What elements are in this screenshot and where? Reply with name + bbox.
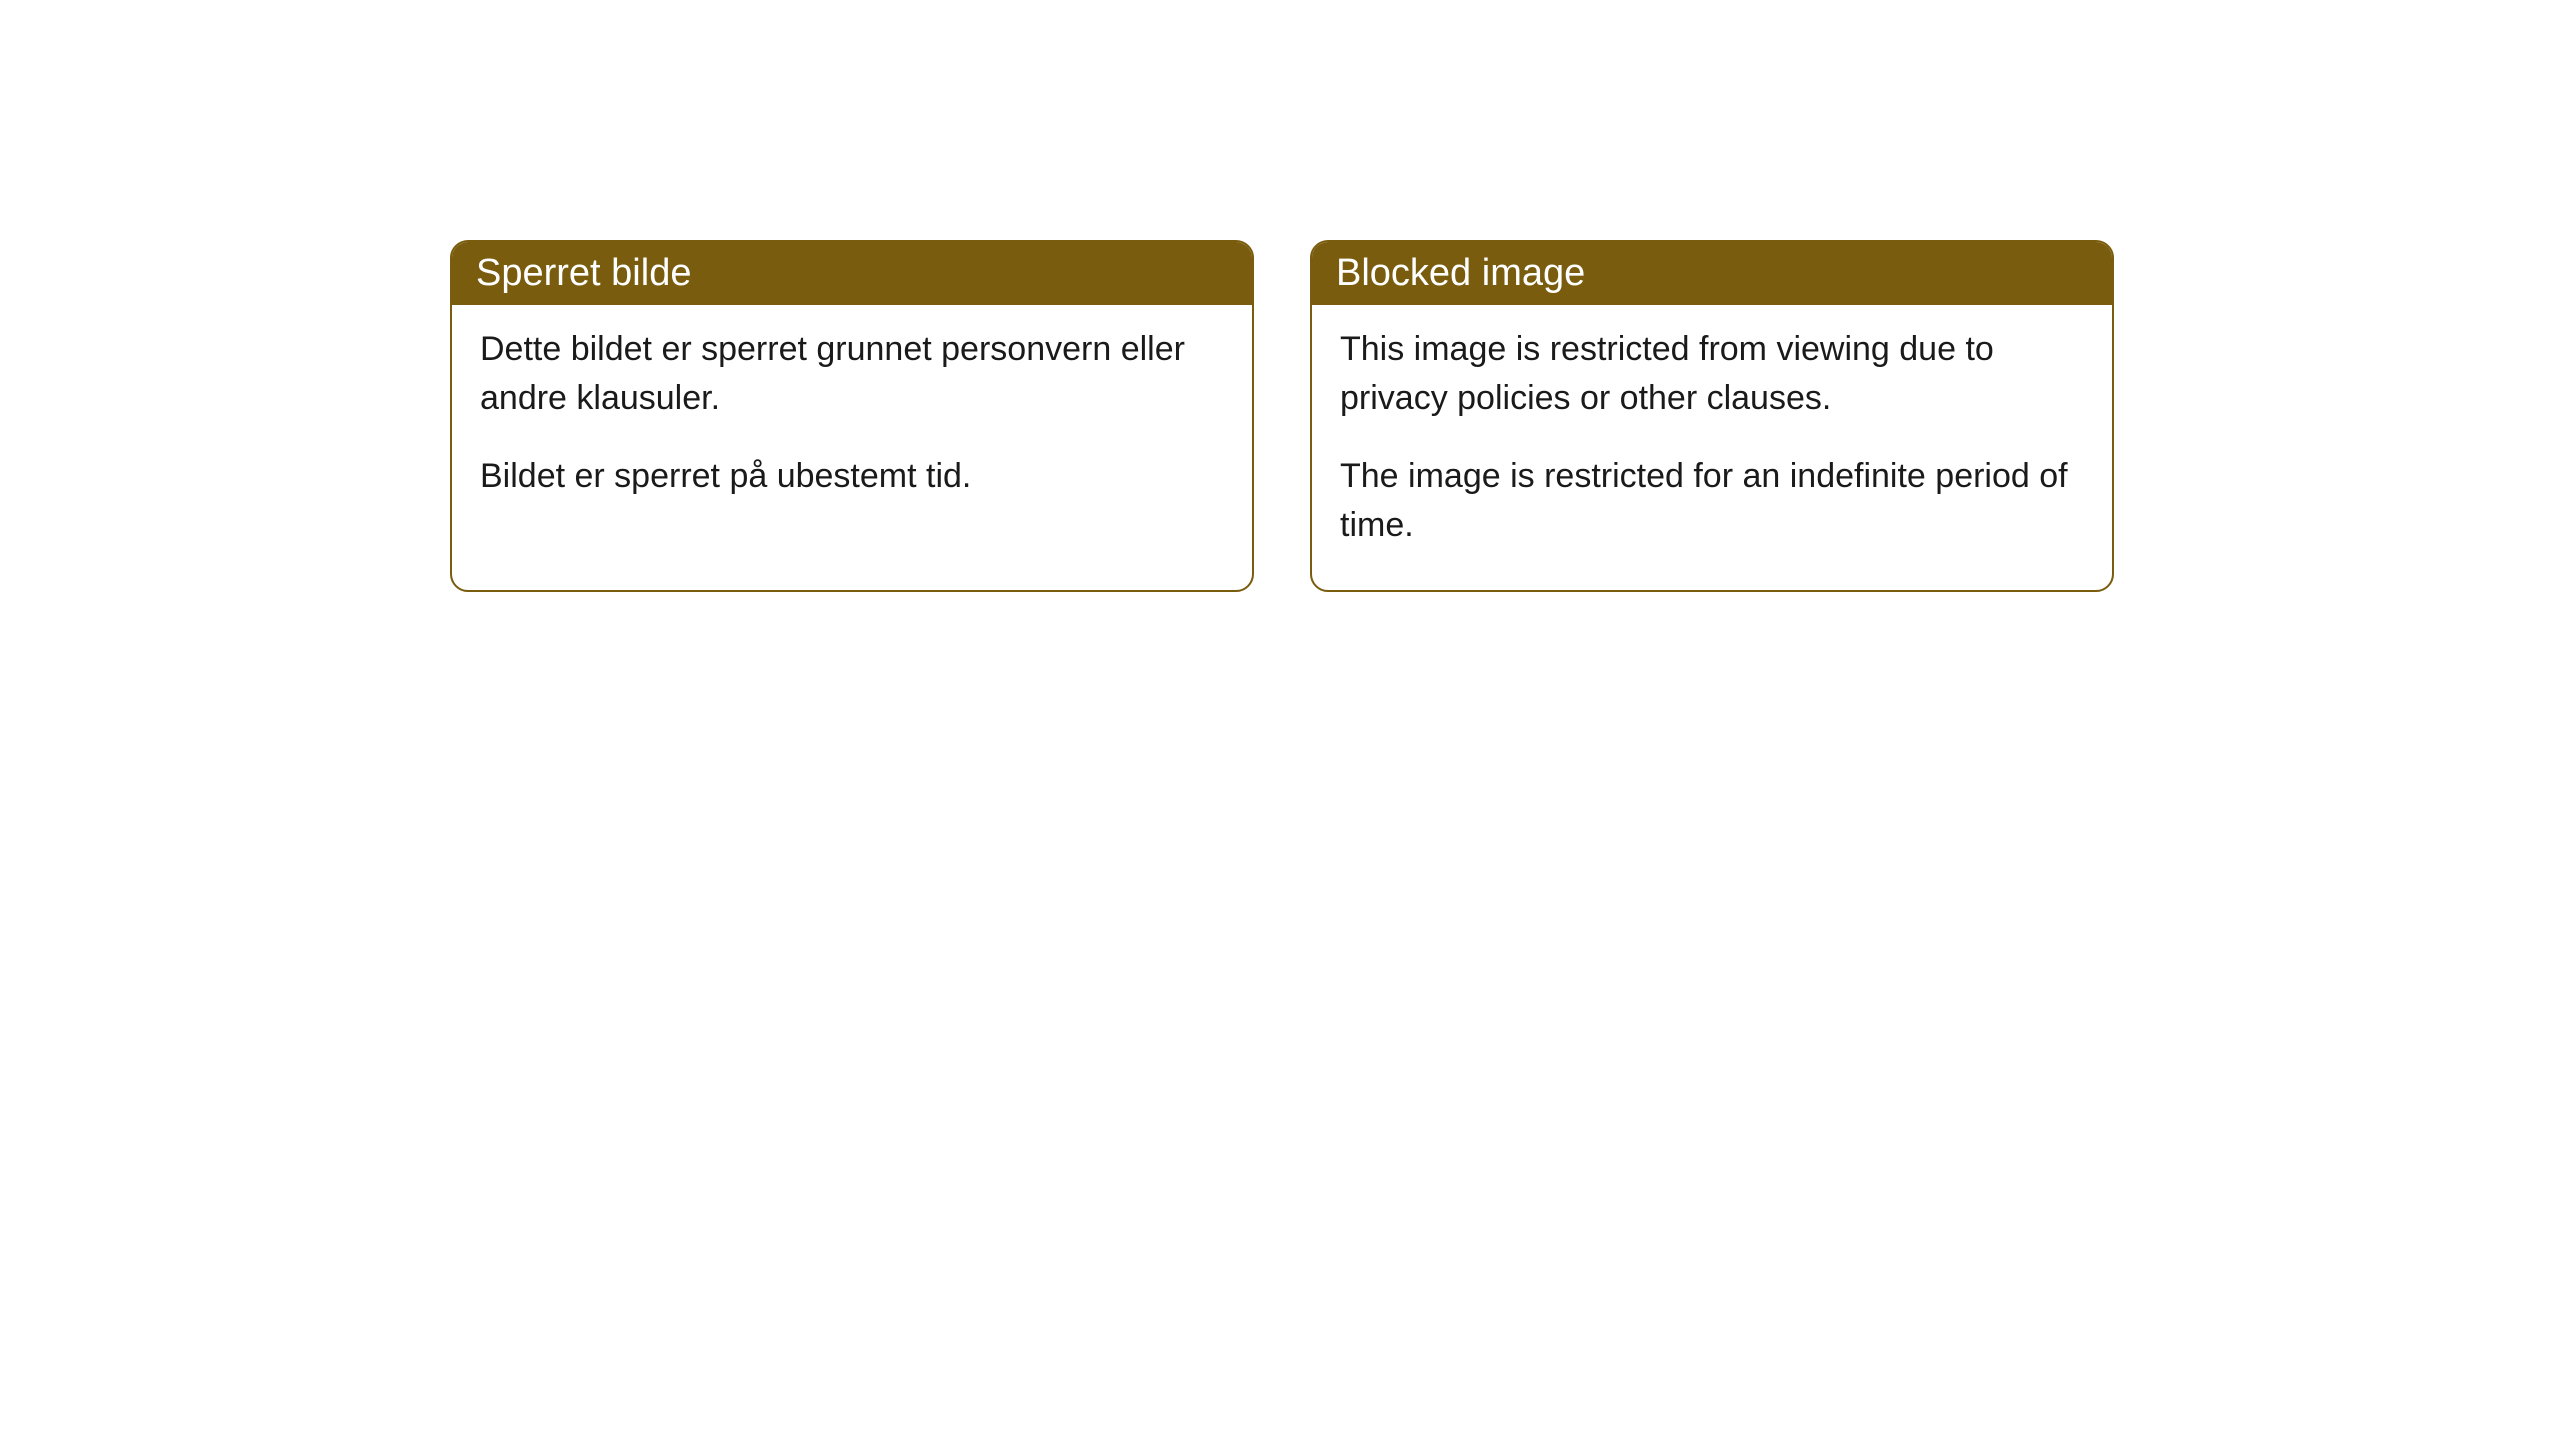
card-paragraph-1: Dette bildet er sperret grunnet personve… bbox=[480, 325, 1224, 424]
card-header-english: Blocked image bbox=[1312, 242, 2112, 305]
card-body-english: This image is restricted from viewing du… bbox=[1312, 305, 2112, 590]
card-title: Sperret bilde bbox=[476, 252, 691, 294]
card-paragraph-2: Bildet er sperret på ubestemt tid. bbox=[480, 452, 1224, 501]
notice-cards-container: Sperret bilde Dette bildet er sperret gr… bbox=[450, 240, 2114, 592]
card-header-norwegian: Sperret bilde bbox=[452, 242, 1252, 305]
card-paragraph-1: This image is restricted from viewing du… bbox=[1340, 325, 2084, 424]
card-title: Blocked image bbox=[1336, 252, 1585, 294]
blocked-image-card-norwegian: Sperret bilde Dette bildet er sperret gr… bbox=[450, 240, 1254, 592]
card-paragraph-2: The image is restricted for an indefinit… bbox=[1340, 452, 2084, 551]
card-body-norwegian: Dette bildet er sperret grunnet personve… bbox=[452, 305, 1252, 541]
blocked-image-card-english: Blocked image This image is restricted f… bbox=[1310, 240, 2114, 592]
